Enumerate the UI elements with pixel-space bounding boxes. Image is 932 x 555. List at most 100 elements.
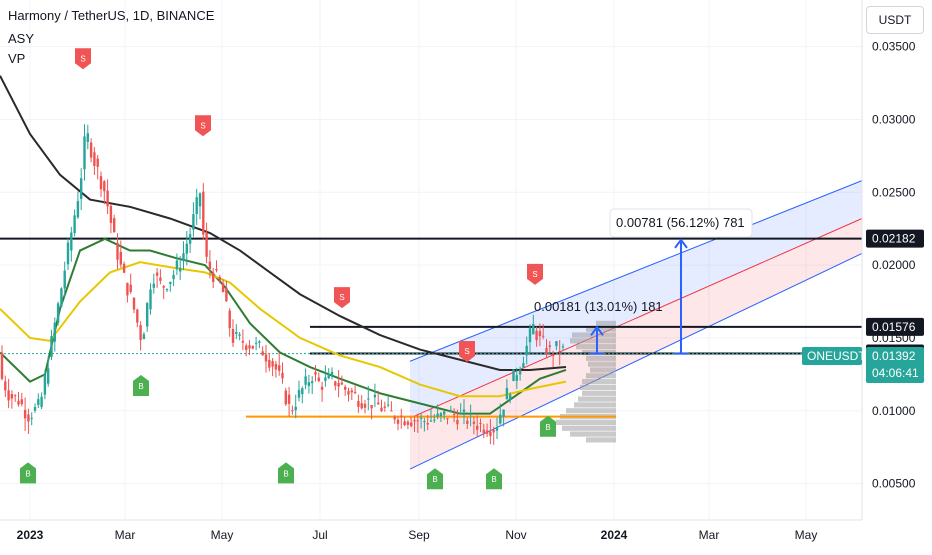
candle xyxy=(80,168,83,211)
candle-body xyxy=(535,330,538,341)
candle xyxy=(86,124,89,150)
candle xyxy=(218,274,221,284)
candle xyxy=(0,345,4,381)
candle-body xyxy=(492,429,495,433)
candle-body xyxy=(139,325,142,341)
candle-body xyxy=(23,409,27,419)
candle-body xyxy=(396,419,400,424)
measurement: 0.00781 (56.12%) 781 xyxy=(609,208,753,355)
channel-upper-line xyxy=(409,180,863,362)
candle-body xyxy=(532,324,535,335)
candle-body xyxy=(485,430,489,434)
candle-body xyxy=(76,201,80,218)
candle-body xyxy=(462,409,466,412)
candle xyxy=(509,392,512,404)
signal-label: S xyxy=(464,347,469,356)
candle-body xyxy=(499,414,502,424)
price-label-value: 0.01576 xyxy=(872,320,916,334)
sell-signal-marker: S xyxy=(195,115,211,137)
candle xyxy=(23,397,27,432)
volume-profile-bar xyxy=(582,390,616,396)
candle-body xyxy=(344,386,347,390)
candle-body xyxy=(324,377,327,381)
candle xyxy=(122,261,126,274)
candle xyxy=(419,413,423,429)
candle xyxy=(403,416,406,427)
measurement-label-box xyxy=(609,208,753,238)
candle xyxy=(281,362,284,384)
candle xyxy=(334,380,337,391)
candle xyxy=(429,409,433,423)
candle-body xyxy=(545,347,548,355)
volume-profile-bar xyxy=(586,355,616,361)
candle-body xyxy=(83,136,86,170)
candle-body xyxy=(383,406,386,408)
candle-body xyxy=(228,310,231,329)
candle-body xyxy=(0,352,4,379)
currency-button[interactable]: USDT xyxy=(866,6,924,34)
candle xyxy=(505,379,509,400)
candle-body xyxy=(66,242,70,265)
candle xyxy=(353,385,357,395)
candle xyxy=(406,419,410,430)
y-tick-label: 0.02500 xyxy=(872,185,916,199)
volume-profile-bar xyxy=(562,425,616,431)
signal-label: B xyxy=(283,469,288,478)
candle-body xyxy=(225,287,228,302)
indicator-vp-label[interactable]: VP xyxy=(8,51,26,66)
candle-body xyxy=(113,218,116,233)
y-tick-label: 0.03500 xyxy=(872,40,916,54)
candle xyxy=(495,417,499,440)
candle-body xyxy=(489,431,492,437)
volume-profile-bar xyxy=(590,367,616,373)
candle xyxy=(462,399,466,425)
candle xyxy=(179,256,182,281)
candle-body xyxy=(555,341,558,347)
candle xyxy=(393,415,396,424)
candle xyxy=(238,332,241,341)
candle xyxy=(360,395,363,410)
ma_mid-line xyxy=(0,261,567,398)
symbol-badge xyxy=(802,347,862,365)
signals: S S S S S B B B B B B xyxy=(20,48,556,490)
sell-signal-marker: S xyxy=(527,263,543,285)
candle-body xyxy=(37,399,40,405)
candle xyxy=(188,227,192,254)
candle xyxy=(413,416,416,433)
candle xyxy=(456,409,459,430)
candle xyxy=(485,423,489,437)
candle xyxy=(43,369,47,400)
candle-body xyxy=(188,234,192,244)
indicator-asy-label[interactable]: ASY xyxy=(8,31,35,46)
candle xyxy=(287,386,291,417)
candle xyxy=(142,332,146,340)
candle xyxy=(30,412,33,426)
candle-body xyxy=(542,335,545,337)
candle-body xyxy=(122,263,126,273)
volume-profile-bar xyxy=(582,379,616,385)
candle xyxy=(221,279,225,293)
symbol-label: ONEUSDT xyxy=(807,349,866,363)
candle-body xyxy=(248,345,251,349)
candle-body xyxy=(172,274,175,280)
candle xyxy=(400,408,403,429)
signal-label: B xyxy=(545,423,550,432)
candle xyxy=(502,409,505,427)
candle-body xyxy=(449,409,452,413)
candle-body xyxy=(278,365,281,371)
candle-body xyxy=(169,281,172,284)
volume-profile-bar xyxy=(574,402,616,408)
candle-body xyxy=(99,176,103,190)
candle-body xyxy=(327,373,330,379)
candle xyxy=(307,374,311,394)
candle xyxy=(294,394,297,419)
candle-body xyxy=(330,371,334,377)
candle-body xyxy=(20,399,23,405)
candle-body xyxy=(410,422,413,427)
candle xyxy=(320,381,324,402)
x-tick-label: May xyxy=(795,528,818,542)
candle-body xyxy=(284,390,287,405)
